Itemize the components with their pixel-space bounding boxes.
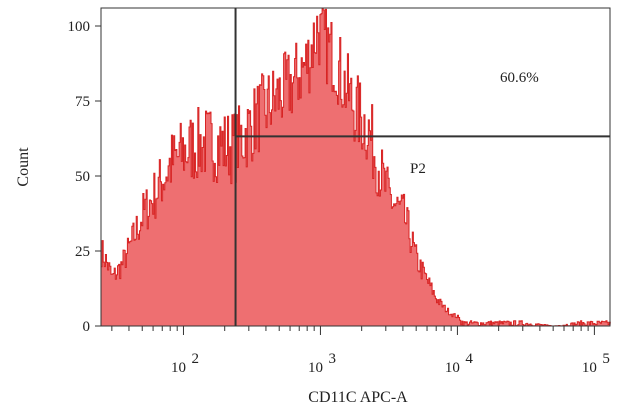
histogram-series — [100, 7, 611, 327]
x-axis-title: CD11C APC-A — [308, 389, 408, 406]
y-tick-label: 0 — [83, 319, 91, 335]
y-tick-label: 100 — [68, 19, 91, 35]
x-tick-label: 10 — [445, 360, 460, 376]
y-axis-title: Count — [15, 147, 32, 187]
y-tick-label: 50 — [75, 169, 90, 185]
plot-frame — [100, 7, 611, 327]
x-tick-label: 10 — [171, 360, 186, 376]
x-tick-exponent: 4 — [465, 351, 473, 367]
gate-percentage-label: 60.6% — [500, 70, 539, 86]
x-tick-exponent: 3 — [328, 351, 336, 367]
x-tick-exponent: 5 — [602, 351, 610, 367]
x-tick-label: 10 — [308, 360, 323, 376]
gate-name-label: P2 — [410, 161, 426, 177]
plot-layer — [100, 7, 611, 327]
x-tick-label: 10 — [582, 360, 597, 376]
x-tick-exponent: 2 — [191, 351, 199, 367]
y-tick-label: 25 — [75, 244, 90, 260]
y-tick-label: 75 — [75, 94, 90, 110]
axis-layer: 0 25 50 75 100 10 2 10 3 10 4 10 5 — [68, 19, 610, 376]
